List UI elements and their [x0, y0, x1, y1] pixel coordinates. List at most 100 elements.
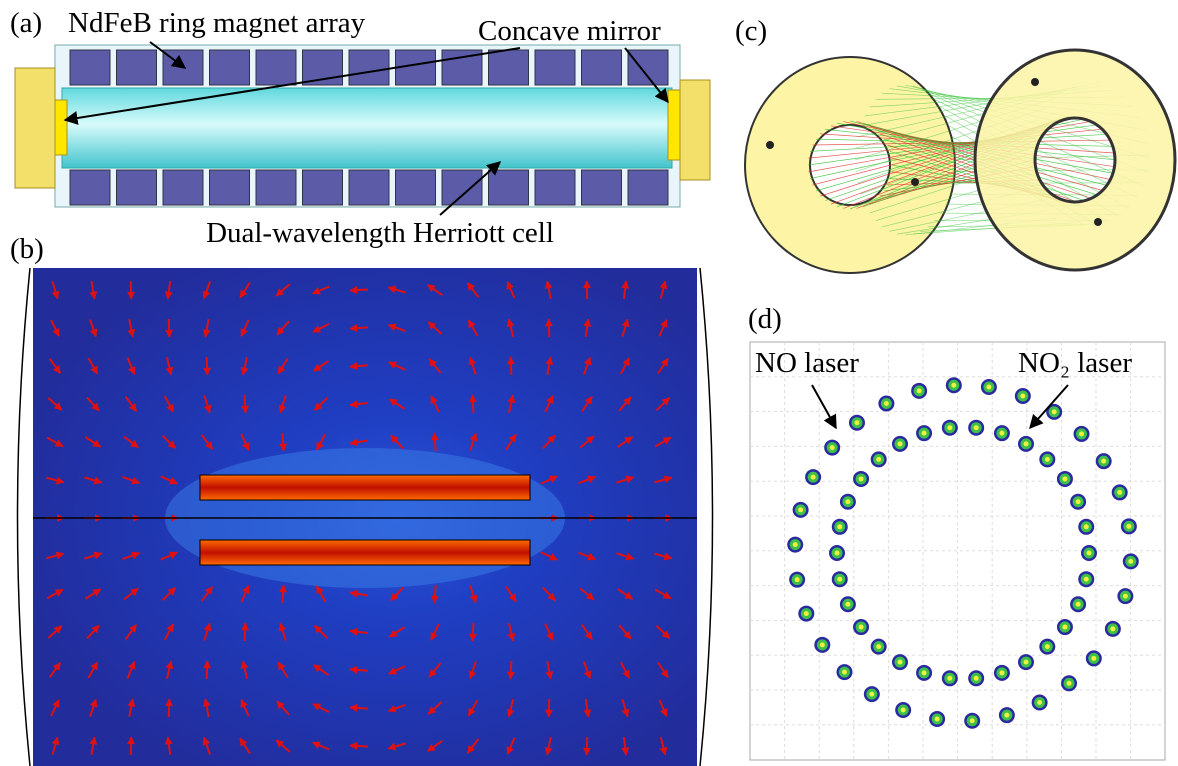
spot [835, 551, 840, 556]
magnet [442, 170, 482, 205]
field-arrow [350, 289, 368, 290]
field-arrow [207, 357, 208, 375]
spot [1123, 594, 1128, 599]
spot [898, 441, 903, 446]
field-arrow [350, 327, 368, 328]
spot [798, 507, 803, 512]
panel-a: (a) NdFeB ring magnet array Concave mirr… [10, 7, 710, 249]
spot [1067, 681, 1072, 686]
magnet [117, 50, 157, 85]
spot [1062, 476, 1067, 481]
spot [1045, 644, 1050, 649]
magnet [256, 170, 296, 205]
magnet [163, 170, 203, 205]
spot [970, 718, 975, 723]
spot [901, 707, 906, 712]
spot [1020, 394, 1025, 399]
magnet [303, 170, 343, 205]
annotation: Dual-wavelength Herriott cell [206, 217, 554, 249]
spot [1045, 457, 1050, 462]
mirror-disk [975, 50, 1175, 270]
field-arrow [473, 395, 474, 413]
panel-b: (b) [10, 233, 713, 766]
field-arrow [207, 661, 208, 679]
spot [974, 676, 979, 681]
field-arrow [434, 585, 435, 603]
spot [1091, 656, 1096, 661]
end-cap [15, 68, 55, 188]
spot [859, 625, 864, 630]
spot [859, 476, 864, 481]
spot [884, 401, 889, 406]
spot [1087, 551, 1092, 556]
spot [947, 676, 952, 681]
spot [845, 499, 850, 504]
spot [898, 660, 903, 665]
spot [1079, 431, 1084, 436]
magnet [396, 170, 436, 205]
ray [820, 134, 1116, 153]
spot [1126, 524, 1131, 529]
magnet [628, 170, 668, 205]
spot [999, 431, 1004, 436]
spot [1024, 441, 1029, 446]
panel-d: (d) NO laser NO₂ laser [748, 303, 1165, 760]
field-arrow [549, 319, 550, 337]
spot [1084, 577, 1089, 582]
spot [1101, 459, 1106, 464]
spot [999, 670, 1004, 675]
spot [830, 445, 835, 450]
panel-label: (d) [748, 303, 782, 335]
magnet [117, 170, 157, 205]
field-arrow [245, 623, 246, 641]
field-arrow [511, 357, 512, 375]
magnet [210, 50, 250, 85]
magnet [70, 170, 110, 205]
magnet-bar [200, 540, 530, 565]
panel-label: (b) [10, 233, 44, 265]
field-arrow [282, 585, 283, 603]
spot [854, 420, 859, 425]
field-arrow [434, 433, 435, 451]
spot [951, 383, 956, 388]
annotation: NO laser [755, 347, 859, 379]
spot [845, 602, 850, 607]
spot [869, 692, 874, 697]
spot [876, 644, 881, 649]
field-arrow [511, 661, 512, 679]
spot [1024, 660, 1029, 665]
spot [804, 611, 809, 616]
spot [1128, 559, 1133, 564]
magnet [535, 170, 575, 205]
panel-label: (a) [10, 7, 42, 39]
magnet [349, 50, 389, 85]
boundary [18, 268, 31, 766]
panel-c: (c) [735, 15, 1175, 273]
magnet [628, 50, 668, 85]
spot [917, 388, 922, 393]
spot [1110, 626, 1115, 631]
magnet [210, 170, 250, 205]
magnet [256, 50, 296, 85]
field-arrow [282, 433, 283, 451]
magnet [489, 170, 529, 205]
spot [1076, 499, 1081, 504]
spot [1062, 625, 1067, 630]
end-cap [680, 80, 710, 180]
spot [793, 542, 798, 547]
magnet [489, 50, 529, 85]
field-arrow [350, 745, 368, 746]
cell-tube [62, 88, 672, 168]
hole [911, 178, 919, 186]
magnet [582, 50, 622, 85]
spot [795, 577, 800, 582]
spot [1117, 490, 1122, 495]
magnet [535, 50, 575, 85]
magnet [70, 50, 110, 85]
mirror [55, 100, 67, 155]
magnet [349, 170, 389, 205]
annotation: Concave mirror [478, 15, 661, 47]
panel-label: (c) [735, 15, 767, 47]
figure: (a) NdFeB ring magnet array Concave mirr… [0, 0, 1178, 766]
magnet [582, 170, 622, 205]
